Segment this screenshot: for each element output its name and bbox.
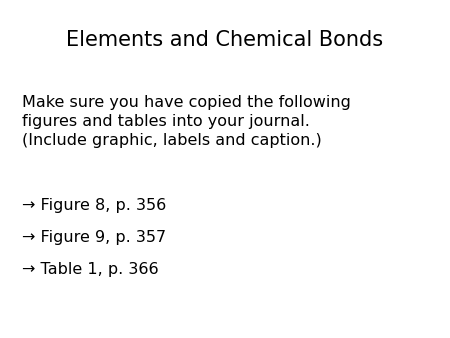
Text: Elements and Chemical Bonds: Elements and Chemical Bonds — [67, 30, 383, 50]
Text: → Figure 8, p. 356: → Figure 8, p. 356 — [22, 198, 166, 213]
Text: → Figure 9, p. 357: → Figure 9, p. 357 — [22, 230, 166, 245]
Text: → Table 1, p. 366: → Table 1, p. 366 — [22, 262, 158, 277]
Text: Make sure you have copied the following
figures and tables into your journal.
(I: Make sure you have copied the following … — [22, 95, 351, 148]
